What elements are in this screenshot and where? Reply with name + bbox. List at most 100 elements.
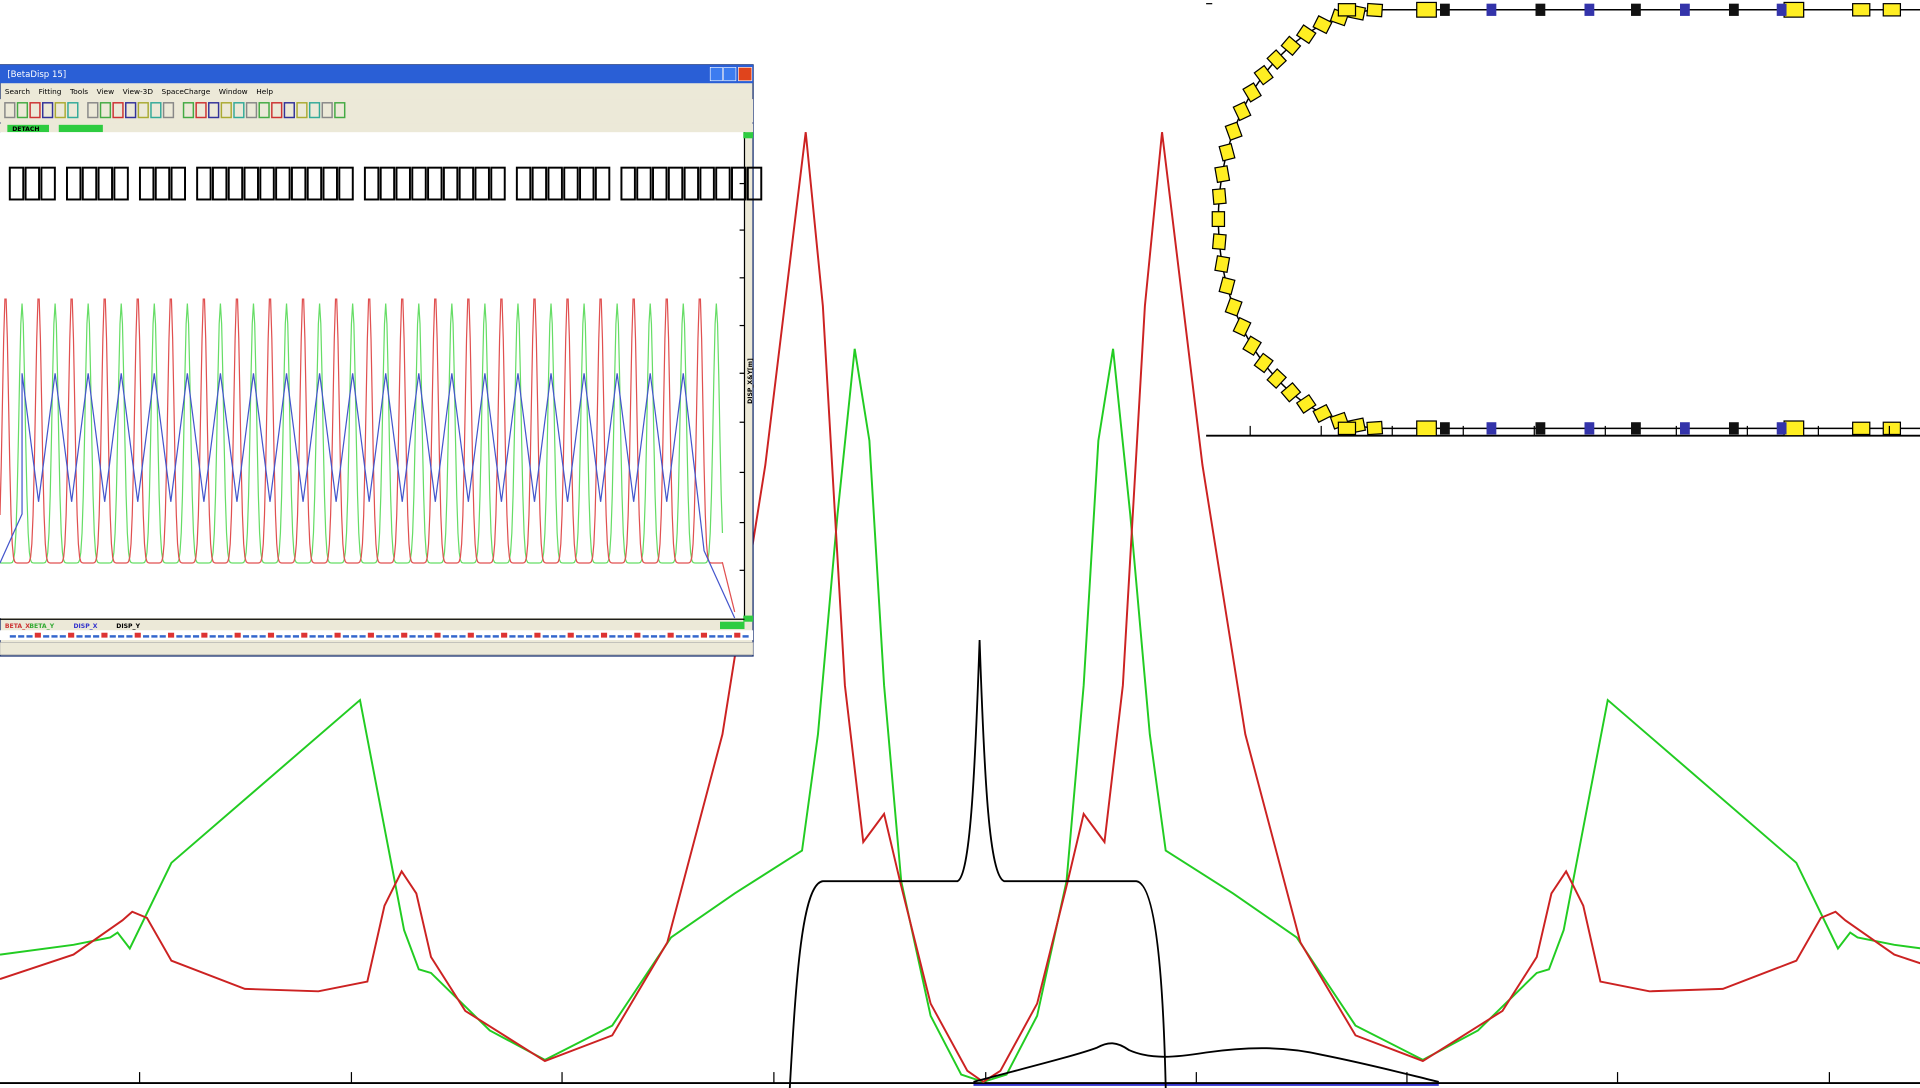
lattice-element (451, 635, 457, 637)
lattice-element (335, 633, 341, 638)
maximize-button[interactable] (724, 67, 736, 80)
page: [BetaDisp 15] Search Fitting Tools View View… (0, 0, 1920, 1088)
lattice-element (693, 635, 699, 637)
lattice-element (101, 633, 107, 638)
lattice-element (160, 635, 166, 637)
lattice-element (85, 635, 91, 637)
quadrupole (1440, 4, 1450, 16)
lattice-element (468, 633, 474, 638)
lattice-element (418, 635, 424, 637)
lattice-element (268, 633, 274, 638)
lattice-element (185, 635, 191, 637)
lattice-element (634, 633, 640, 638)
lattice-element (210, 635, 216, 637)
legend-entry: DISP_Y (116, 623, 140, 630)
title-bar (0, 65, 753, 83)
tab-strip (0, 124, 753, 133)
dipole-magnet (1215, 256, 1230, 273)
dipole-magnet (1853, 422, 1870, 434)
lattice-element (543, 635, 549, 637)
lattice-element (734, 633, 740, 638)
menu-item[interactable]: View (97, 87, 114, 96)
lattice-element (501, 633, 507, 638)
lattice-element (360, 635, 366, 637)
menu-item[interactable]: Fitting (39, 87, 62, 96)
axis-bottom-marker (743, 616, 753, 622)
lattice-element (443, 635, 449, 637)
minimize-button[interactable] (710, 67, 722, 80)
lattice-element (384, 635, 390, 637)
lattice-element (176, 635, 182, 637)
dipole-magnet (1367, 3, 1382, 16)
lattice-element (426, 635, 432, 637)
lattice-element (318, 635, 324, 637)
dipole-magnet (1853, 4, 1870, 16)
lattice-element (260, 635, 266, 637)
lattice-element (126, 635, 132, 637)
lattice-element (626, 635, 632, 637)
close-button[interactable] (738, 67, 751, 80)
menu-item[interactable]: SpaceCharge (162, 87, 211, 96)
y-axis-label: DISP_X&Y[m] (747, 358, 754, 404)
lattice-element (26, 635, 32, 637)
lattice-element (135, 633, 141, 638)
lattice-element (401, 633, 407, 638)
dipole-magnet (1338, 422, 1355, 434)
quadrupole (1680, 422, 1690, 434)
program-window: [BetaDisp 15] Search Fitting Tools View View… (0, 65, 761, 656)
lattice-element (726, 635, 732, 637)
lattice-element (285, 635, 291, 637)
menu-item[interactable]: Tools (69, 87, 88, 96)
quadrupole (1777, 422, 1787, 434)
lattice-element (51, 635, 57, 637)
lattice-element (218, 635, 224, 637)
lattice-element (593, 635, 599, 637)
lattice-element (718, 635, 724, 637)
menu-item[interactable]: Window (219, 87, 248, 96)
quadrupole (1536, 4, 1546, 16)
ring-background (1206, 0, 1920, 438)
lattice-element (60, 635, 66, 637)
quadrupole (1584, 422, 1594, 434)
legend-entry: BETA_Y (29, 623, 54, 630)
lattice-element (601, 633, 607, 638)
lattice-element (151, 635, 157, 637)
lattice-element (676, 635, 682, 637)
menu-item[interactable]: Search (5, 87, 31, 96)
menu-item[interactable]: View-3D (123, 87, 154, 96)
dipole-magnet (1417, 2, 1437, 17)
quadrupole (1680, 4, 1690, 16)
lattice-element (459, 635, 465, 637)
legend-marker (720, 622, 744, 629)
dipole-magnet (1784, 421, 1804, 436)
lattice-element (509, 635, 515, 637)
quadrupole (1777, 4, 1787, 16)
detach-label[interactable]: DETACH (12, 126, 39, 133)
lattice-element (143, 635, 149, 637)
lattice-element (376, 635, 382, 637)
dipole-magnet (1784, 2, 1804, 17)
quadrupole (1487, 4, 1497, 16)
lattice-element (526, 635, 532, 637)
slide: [BetaDisp 15] Search Fitting Tools View View… (0, 0, 1920, 1088)
lattice-element (276, 635, 282, 637)
tab[interactable] (59, 125, 103, 132)
lattice-element (651, 635, 657, 637)
lattice-element (76, 635, 82, 637)
lattice-element (118, 635, 124, 637)
lattice-element (35, 633, 41, 638)
lattice-element (576, 635, 582, 637)
lattice-element (409, 635, 415, 637)
lattice-element (476, 635, 482, 637)
lattice-element (551, 635, 557, 637)
lattice-element (618, 635, 624, 637)
dipole-magnet (1883, 4, 1900, 16)
menu-item[interactable]: Help (256, 87, 273, 96)
menu-bar: Search Fitting Tools View View-3D SpaceCharge… (5, 87, 273, 96)
axis-top-marker (743, 132, 753, 138)
quadrupole (1631, 422, 1641, 434)
dipole-magnet (1213, 234, 1226, 250)
dipole-magnet (1213, 189, 1226, 205)
quadrupole (1631, 4, 1641, 16)
window-title: [BetaDisp 15] (7, 70, 66, 80)
